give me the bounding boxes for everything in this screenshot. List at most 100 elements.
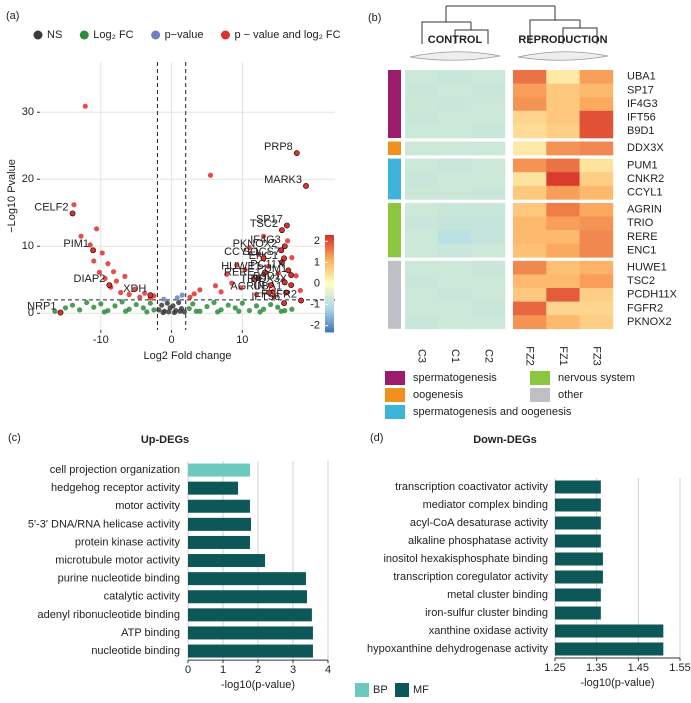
heatmap-cell [471, 216, 506, 231]
gene-label: PUM1 [257, 263, 288, 275]
point [144, 309, 150, 315]
row-label: PKNOX2 [627, 316, 672, 328]
annotated-point [90, 247, 96, 254]
heatmap-cell [438, 158, 472, 173]
point [96, 269, 103, 275]
heatmap-cell [471, 124, 506, 139]
point [242, 267, 248, 273]
chart-title: Up-DEGs [141, 434, 189, 446]
heatmap-cell [405, 315, 439, 330]
row-label: CCYL1 [627, 187, 662, 199]
point [239, 300, 245, 306]
annotated-point [106, 282, 113, 289]
dendrogram [409, 5, 609, 61]
heatmap-cell [471, 158, 506, 173]
heatmap-cell [405, 172, 439, 187]
bar [188, 626, 313, 640]
point [187, 294, 193, 300]
y-tick-label: hypoxanthine dehydrogenase activity [367, 643, 549, 655]
legend-label: p − value and log₂ FC [234, 29, 340, 41]
colorbar-slice [325, 247, 334, 251]
colorbar-slice [325, 278, 334, 282]
point [132, 286, 138, 292]
legend-swatch [530, 388, 550, 402]
heatmap-cell [513, 97, 547, 112]
annotated-point [267, 282, 274, 289]
column-label: C2 [482, 349, 494, 363]
colorbar-slice [325, 290, 334, 294]
annotated-point [281, 279, 288, 286]
point [285, 238, 291, 244]
x-tick-label: 1.55 [669, 662, 690, 674]
heatmap-cell [579, 97, 614, 112]
heatmap-cell [546, 185, 580, 200]
gene-label: PC11X [250, 258, 285, 270]
y-tick-label: transcription coregulator activity [393, 571, 548, 583]
heatmap-cell [579, 141, 614, 156]
heatmap-cell [513, 185, 547, 200]
heatmap-cell [546, 216, 580, 231]
annotated-point [69, 210, 76, 217]
colorbar-slice [325, 249, 334, 253]
row-label: CNKR2 [627, 173, 664, 185]
colorbar-slice [325, 319, 334, 323]
y-tick-label: motor activity [115, 500, 180, 512]
row-label: IF4G3 [627, 98, 658, 110]
point [293, 273, 299, 279]
bar [555, 570, 603, 584]
point [260, 233, 267, 239]
annotated-point [293, 150, 300, 157]
heatmap-cell [513, 315, 547, 330]
heatmap-cell [513, 202, 547, 217]
colorbar-slice [325, 242, 334, 246]
point [236, 308, 242, 314]
heatmap-cell [405, 141, 439, 156]
heatmap-cell [579, 243, 614, 258]
colorbar-slice [325, 285, 334, 289]
point [133, 301, 139, 308]
point [234, 262, 240, 268]
heatmap-cell [513, 301, 547, 316]
heatmap-cell [546, 83, 580, 98]
row-label: FGFR2 [627, 302, 663, 314]
point [251, 276, 257, 282]
y-axis-label: −Log10 Pvalue [6, 159, 18, 233]
point [126, 291, 132, 298]
point [260, 306, 267, 312]
bar [188, 572, 306, 586]
y-tick-label: microtubule motor activity [55, 554, 180, 566]
heatmap-cell [471, 243, 506, 258]
point [91, 304, 97, 310]
heatmap-cell [405, 230, 439, 244]
legend-swatch [530, 371, 550, 385]
bar [188, 608, 312, 622]
heatmap-cell [579, 172, 614, 187]
point [105, 261, 111, 267]
point [99, 250, 105, 256]
column-label: FZ1 [557, 346, 569, 366]
heatmap-cell [546, 288, 580, 302]
heatmap-cell [471, 141, 506, 156]
colorbar-slice [325, 327, 334, 331]
row-label: AGRIN [627, 204, 662, 216]
point [171, 309, 178, 316]
row-label: TSC2 [627, 275, 655, 287]
point [275, 270, 282, 276]
annotated-point [281, 243, 288, 250]
point [207, 172, 214, 178]
y-tick-label: acyl-CoA desaturase activity [410, 517, 549, 529]
colorbar-slice [325, 295, 334, 299]
row-label: UBA1 [627, 71, 656, 83]
column-label: C3 [416, 349, 428, 363]
point [246, 307, 253, 314]
annotated-point [279, 227, 285, 234]
heatmap-cell [579, 110, 614, 125]
point [218, 289, 224, 295]
row-label: PUM1 [627, 159, 658, 171]
heatmap-cell [579, 124, 614, 139]
colorbar-slice [325, 288, 334, 292]
bar [188, 535, 250, 549]
x-tick-label: 1.35 [586, 662, 607, 674]
colorbar-slice [325, 235, 334, 238]
